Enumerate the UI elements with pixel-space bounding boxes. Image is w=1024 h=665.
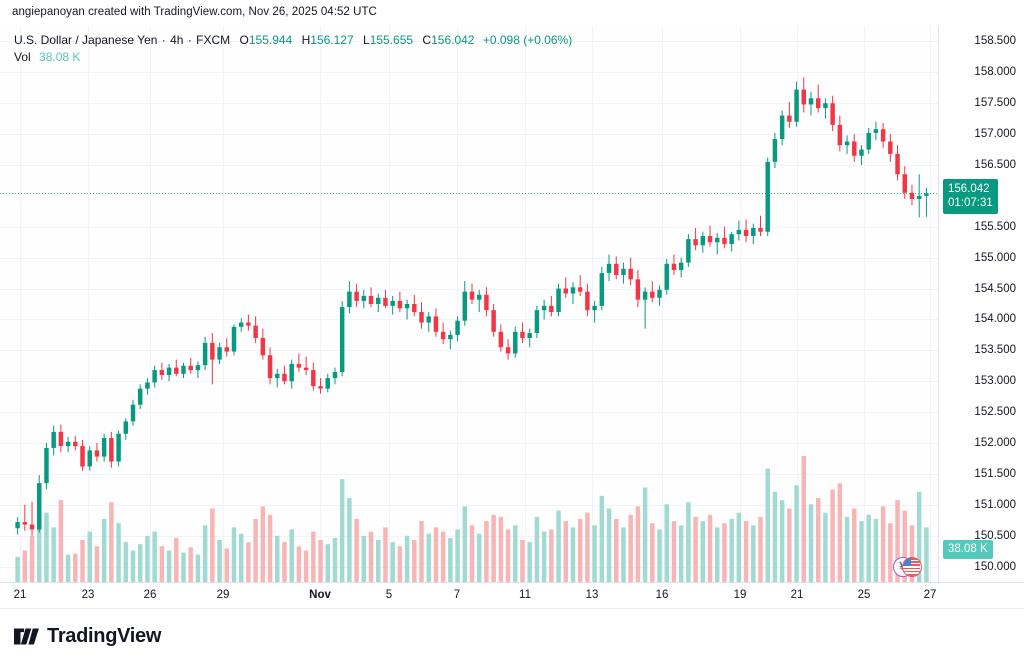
plot-area[interactable] (0, 26, 938, 582)
price-scale[interactable]: 158.500 158.000 157.500 157.000 156.500 155.5… (938, 26, 1024, 582)
time-axis-tick: 26 (143, 589, 157, 601)
tradingview-wordmark: TradingView (47, 625, 162, 647)
attribution-text: angiepanoyan created with TradingView.co… (12, 6, 377, 18)
price-axis-tick: 152.500 (974, 406, 1016, 419)
price-axis-tick: 156.500 (974, 159, 1016, 171)
price-axis-tick: 155.000 (974, 251, 1016, 264)
time-axis-tick: 16 (655, 589, 669, 601)
time-axis-tick: 19 (733, 589, 747, 601)
price-axis-tick: 153.000 (974, 375, 1016, 388)
volume-value-badge: 38.08 K (943, 540, 993, 559)
tradingview-mark-icon (14, 628, 39, 645)
price-axis-tick: 154.000 (974, 313, 1016, 326)
price-line-overlay (0, 193, 938, 194)
us-flag-stripes (903, 558, 920, 576)
price-axis-tick: 157.000 (974, 128, 1016, 141)
chart-frame (0, 26, 1024, 582)
bar-countdown: 01:07:31 (948, 197, 993, 210)
time-axis-tick: 25 (857, 589, 871, 601)
current-price-badge: 156.042 01:07:31 (943, 179, 998, 215)
price-axis-tick: 151.000 (974, 498, 1016, 511)
price-axis-tick: 158.000 (974, 66, 1016, 79)
usd-flag-icon (902, 557, 922, 577)
us-flag-canton (903, 558, 911, 566)
tradingview-logo[interactable]: TradingView (14, 625, 161, 648)
price-axis-tick: 150.500 (974, 529, 1016, 542)
time-scale[interactable]: 21 23 26 29 Nov 5 7 11 13 16 19 21 25 27 (0, 582, 1024, 608)
footer: TradingView (0, 608, 1024, 665)
time-axis-tick: 7 (453, 589, 461, 601)
price-axis-tick: 154.500 (974, 282, 1016, 295)
time-axis-tick: 27 (923, 589, 937, 601)
time-axis-tick: Nov (309, 589, 331, 601)
price-axis-tick: 158.500 (974, 35, 1016, 48)
currency-pair-badge: ¥ (893, 556, 923, 578)
current-price-value: 156.042 (948, 183, 990, 196)
time-axis-tick: 21 (790, 589, 804, 601)
time-axis-tick: 5 (385, 589, 393, 601)
price-axis-tick: 150.000 (974, 560, 1016, 573)
price-axis-tick: 155.500 (974, 220, 1016, 233)
price-axis-tick: 153.500 (974, 344, 1016, 357)
price-axis-tick: 152.000 (974, 437, 1016, 449)
time-axis-tick: 29 (216, 589, 230, 601)
time-axis-tick: 11 (519, 589, 531, 601)
price-axis-tick: 151.500 (974, 467, 1016, 480)
time-axis-tick: 23 (81, 589, 95, 601)
price-axis-tick: 157.500 (974, 97, 1016, 110)
time-axis-tick: 21 (13, 589, 27, 601)
time-axis-tick: 13 (585, 589, 599, 601)
candlestick-series (15, 77, 929, 582)
